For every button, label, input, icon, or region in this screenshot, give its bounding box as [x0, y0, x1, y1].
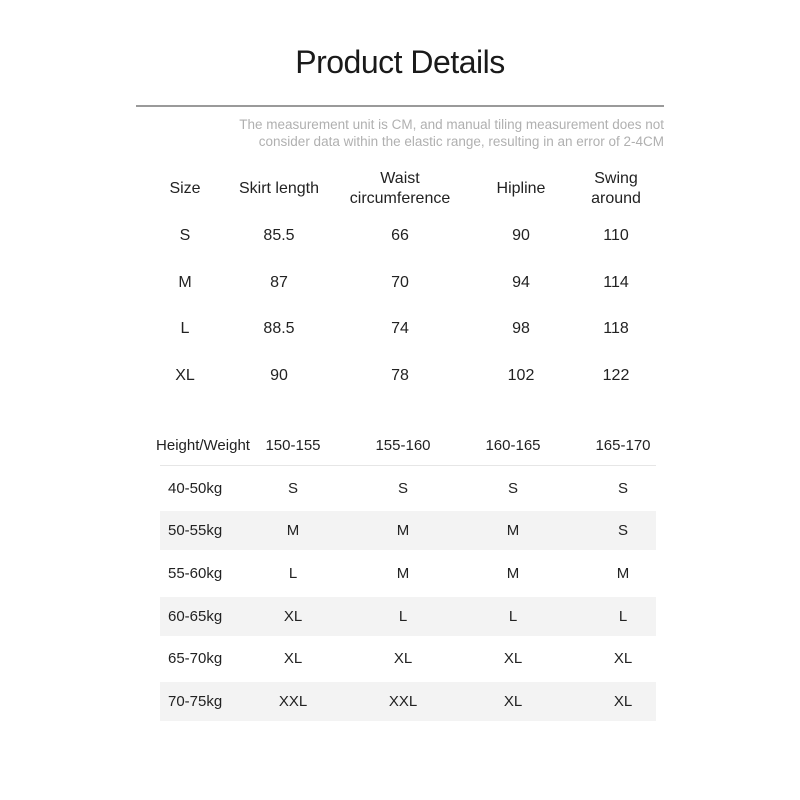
size-table-header: Skirt length — [239, 179, 319, 199]
header-line: Skirt length — [238, 180, 320, 197]
size-table-cell: 90 — [270, 367, 288, 384]
size-table-cell: XL — [175, 367, 195, 384]
fit-table-cell: M — [506, 565, 520, 582]
fit-table-cell: M — [396, 565, 410, 582]
row-shade — [160, 597, 656, 636]
fit-table-header: 160-165 — [485, 437, 541, 454]
header-line: Size — [169, 180, 201, 197]
size-table-cell: 102 — [507, 367, 535, 384]
fit-table-header: 165-170 — [595, 437, 651, 454]
fit-table-cell: S — [287, 480, 299, 497]
fit-table-cell: XL — [503, 693, 523, 710]
header-divider — [160, 465, 656, 466]
size-table-cell: 94 — [512, 274, 530, 291]
fit-table-cell: S — [507, 480, 519, 497]
fit-table-cell: M — [616, 565, 630, 582]
size-table-cell: 90 — [512, 227, 530, 244]
row-shade — [160, 682, 656, 721]
size-table-cell: 87 — [270, 274, 288, 291]
fit-table-cell: M — [506, 522, 520, 539]
size-table-cell: 88.5 — [263, 320, 295, 337]
header-line: circumference — [349, 190, 451, 207]
size-table-cell: 70 — [391, 274, 409, 291]
size-table-header: Size — [169, 179, 200, 199]
size-table-header: Swing around — [591, 169, 641, 209]
size-table-header: Hipline — [497, 179, 546, 199]
fit-table-row-label: 70-75kg — [168, 693, 223, 710]
size-table-header: Waist circumference — [350, 169, 450, 209]
fit-table-row-label: 55-60kg — [168, 565, 223, 582]
size-table-cell: 118 — [603, 320, 629, 337]
title-divider — [136, 105, 664, 107]
note-line: consider data within the elastic range, … — [258, 134, 664, 149]
fit-table-cell: L — [398, 608, 408, 625]
size-table-cell: 114 — [603, 274, 629, 291]
size-table-cell: 98 — [512, 320, 530, 337]
size-table-cell: M — [178, 274, 192, 291]
fit-table-cell: XXL — [278, 693, 308, 710]
header-line: around — [591, 190, 641, 207]
fit-table-row-label: 60-65kg — [168, 608, 223, 625]
header-line: Waist — [380, 170, 420, 187]
header-line: Swing — [594, 170, 638, 187]
fit-table-cell: XXL — [388, 693, 418, 710]
header-line: Hipline — [496, 180, 546, 197]
size-table-cell: L — [180, 320, 190, 337]
fit-table-row-label: 40-50kg — [168, 480, 223, 497]
fit-table-row-label: 50-55kg — [168, 522, 223, 539]
fit-table-header: Height/Weight — [156, 437, 250, 454]
fit-table-cell: L — [618, 608, 628, 625]
fit-table-cell: S — [397, 480, 409, 497]
fit-table-row-label: 65-70kg — [168, 650, 223, 667]
fit-table-cell: L — [508, 608, 518, 625]
page-title: Product Details — [295, 44, 505, 80]
fit-table-header: 150-155 — [265, 437, 321, 454]
size-table-cell: 122 — [602, 367, 630, 384]
size-table-cell: 78 — [391, 367, 409, 384]
size-table-cell: 74 — [391, 320, 409, 337]
fit-table-cell: S — [617, 480, 629, 497]
row-shade — [160, 511, 656, 550]
size-table-cell: 110 — [603, 227, 629, 244]
fit-table-cell: M — [396, 522, 410, 539]
fit-table-cell: XL — [393, 650, 413, 667]
size-table-cell: 66 — [391, 227, 409, 244]
fit-table-cell: XL — [283, 608, 303, 625]
fit-table-cell: XL — [613, 650, 633, 667]
fit-table-cell: S — [617, 522, 629, 539]
fit-table-cell: M — [286, 522, 300, 539]
fit-table-cell: L — [288, 565, 298, 582]
fit-table-cell: XL — [613, 693, 633, 710]
fit-table-cell: XL — [503, 650, 523, 667]
size-table-cell: S — [179, 227, 191, 244]
note-line: The measurement unit is CM, and manual t… — [239, 117, 664, 132]
fit-table-header: 155-160 — [375, 437, 431, 454]
fit-table-cell: XL — [283, 650, 303, 667]
size-table-cell: 85.5 — [263, 227, 295, 244]
measurement-note: The measurement unit is CM, and manual t… — [239, 116, 664, 150]
